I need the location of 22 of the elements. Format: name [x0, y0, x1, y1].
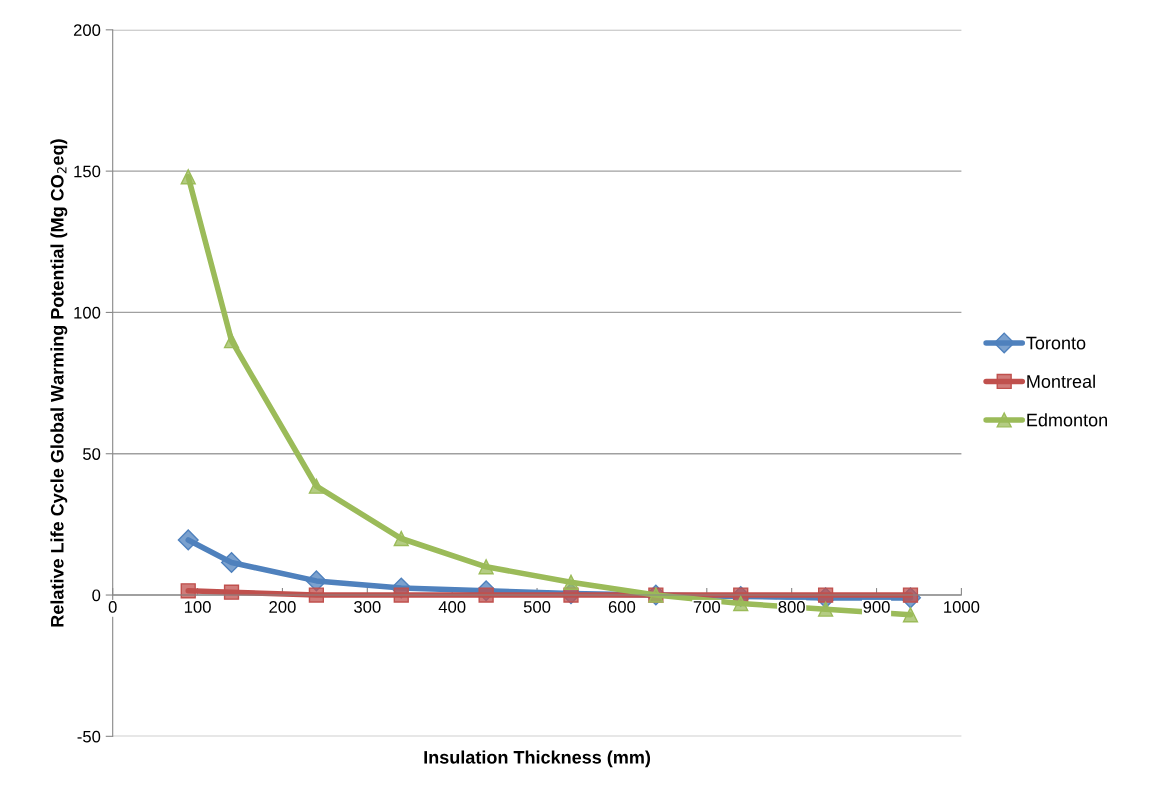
- x-tick-label: 300: [354, 601, 381, 613]
- y-tick-label: 150: [74, 165, 101, 178]
- legend-label: Montreal: [1027, 374, 1095, 388]
- y-tick-label: 200: [73, 24, 101, 37]
- legend-label: Toronto: [1026, 336, 1086, 350]
- x-axis-title: Insulation Thickness (mm): [424, 750, 651, 768]
- x-tick-label: 500: [523, 601, 551, 613]
- y-tick-label: -50: [77, 730, 101, 743]
- legend-label: Edmonton: [1027, 413, 1107, 427]
- y-tick-label: 50: [83, 448, 101, 460]
- x-tick-label: 600: [608, 601, 636, 613]
- y-tick-label: 100: [74, 306, 101, 319]
- y-axis-title: Relative Life Cycle Global Warming Potential (Mg CO$_{2}$eq): [50, 139, 68, 627]
- x-tick-label: 100: [184, 601, 211, 613]
- x-tick-label: 0: [108, 601, 117, 613]
- x-tick-label: 400: [438, 601, 466, 613]
- x-tick-label: 900: [863, 601, 890, 613]
- x-tick-label: 700: [693, 601, 721, 613]
- x-tick-label: 800: [778, 601, 805, 613]
- x-tick-label: 1000: [944, 601, 980, 613]
- y-tick-label: 0: [92, 589, 101, 602]
- x-tick-label: 200: [269, 601, 296, 613]
